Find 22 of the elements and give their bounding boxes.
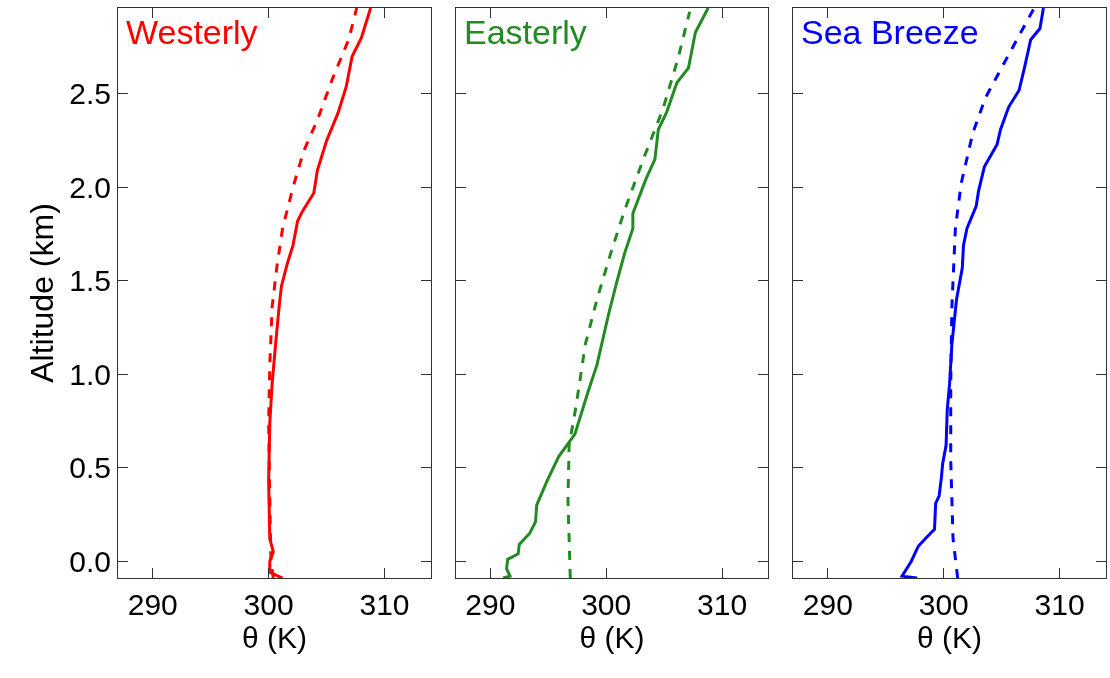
x-tick-label: 310 xyxy=(697,588,748,621)
x-axis-title: θ (K) xyxy=(917,621,983,654)
y-tick-label: 2.0 xyxy=(69,170,111,204)
chart-title: Westerly xyxy=(126,13,258,51)
x-tick-label: 300 xyxy=(581,588,632,621)
x-axis-title: θ (K) xyxy=(241,621,307,654)
x-tick-label: 310 xyxy=(1034,588,1085,621)
x-axis-title: θ (K) xyxy=(579,621,645,654)
x-tick-label: 290 xyxy=(802,588,853,621)
y-axis-title: Altitude (km) xyxy=(23,203,60,383)
y-tick-label: 1.0 xyxy=(69,357,111,391)
x-tick-label: 290 xyxy=(127,588,178,621)
x-tick-label: 290 xyxy=(465,588,516,621)
y-tick-label: 0.5 xyxy=(69,451,111,485)
chart-title: Sea Breeze xyxy=(801,13,979,51)
chart-title: Easterly xyxy=(464,13,587,51)
y-tick-label: 0.0 xyxy=(69,544,111,578)
x-tick-label: 300 xyxy=(918,588,969,621)
x-tick-label: 300 xyxy=(243,588,294,621)
y-tick-label: 1.5 xyxy=(69,264,111,298)
y-tick-label: 2.5 xyxy=(69,77,111,111)
x-tick-label: 310 xyxy=(359,588,410,621)
